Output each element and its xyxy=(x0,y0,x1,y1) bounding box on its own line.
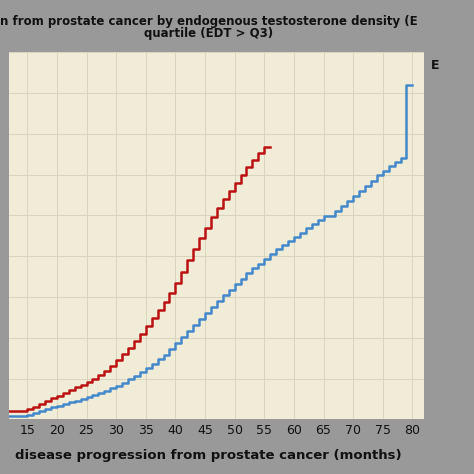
Text: disease progression from prostate cancer (months): disease progression from prostate cancer… xyxy=(15,448,402,462)
Text: quartile (EDT > Q3): quartile (EDT > Q3) xyxy=(144,27,273,40)
Text: E: E xyxy=(431,59,440,72)
Text: n from prostate cancer by endogenous testosterone density (E: n from prostate cancer by endogenous tes… xyxy=(0,15,418,28)
